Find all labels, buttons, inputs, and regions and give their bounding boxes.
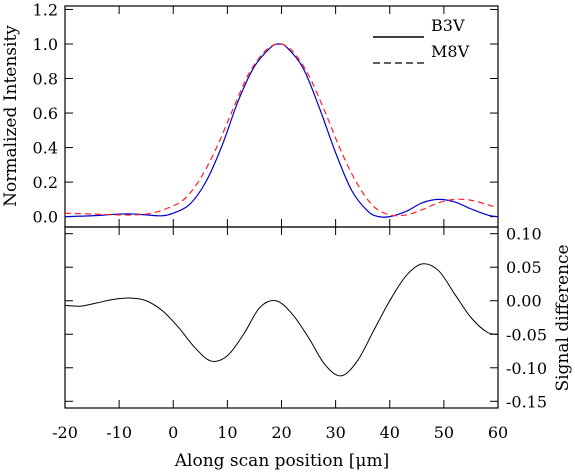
top-y-tick-label: 0.2 (33, 173, 58, 192)
legend-label-b3v: B3V (431, 16, 465, 35)
bottom-series-group (64, 263, 499, 377)
series-line-b3v (64, 43, 499, 218)
top-y-tick-label: 0.6 (33, 104, 58, 123)
top-plot-frame (64, 5, 499, 228)
top-series-group (64, 43, 499, 218)
legend: B3V M8V (373, 16, 470, 64)
top-y-tick-label: 0.0 (33, 208, 58, 227)
bottom-y-tick-label: -0.10 (506, 359, 547, 378)
bottom-plot-frame (64, 226, 499, 409)
top-axis-ticks: 0.0 0.2 0.4 0.6 0.8 1.0 1.2 (33, 0, 499, 227)
signal-difference-line (64, 263, 499, 377)
bottom-y-tick-label: -0.05 (506, 325, 547, 344)
bottom-y-axis-title: Signal difference (553, 244, 573, 391)
x-tick-label: 10 (217, 423, 237, 442)
x-tick-label: 50 (434, 423, 454, 442)
top-y-tick-label: 0.4 (33, 139, 58, 158)
x-tick-label: 40 (380, 423, 400, 442)
x-tick-label: 20 (271, 423, 291, 442)
x-tick-label: -10 (106, 423, 132, 442)
top-y-tick-label: 1.2 (33, 0, 58, 19)
top-panel: 0.0 0.2 0.4 0.6 0.8 1.0 1.2 Normalized Intensi… (1, 0, 499, 228)
x-tick-label: 0 (168, 423, 178, 442)
bottom-y-tick-label: -0.15 (506, 392, 547, 411)
bottom-panel: 0.10 0.05 0.00 -0.05 -0.10 -0.15 -20 -10 0 10 20 30… (52, 225, 573, 471)
top-y-tick-label: 1.0 (33, 35, 58, 54)
top-y-axis-title: Normalized Intensity (1, 25, 21, 207)
bottom-y-tick-label: 0.10 (506, 225, 542, 244)
x-tick-label: 30 (325, 423, 345, 442)
x-tick-label: 60 (488, 423, 508, 442)
x-tick-label: -20 (52, 423, 78, 442)
series-line-m8v (64, 43, 499, 217)
bottom-y-tick-label: 0.00 (506, 292, 542, 311)
legend-label-m8v: M8V (431, 42, 470, 61)
top-y-tick-label: 0.8 (33, 70, 58, 89)
bottom-y-tick-label: 0.05 (506, 258, 542, 277)
x-axis-title: Along scan position [μm] (174, 451, 389, 471)
bottom-axis-ticks: 0.10 0.05 0.00 -0.05 -0.10 -0.15 -20 -10 0 10 20 30… (52, 225, 547, 442)
